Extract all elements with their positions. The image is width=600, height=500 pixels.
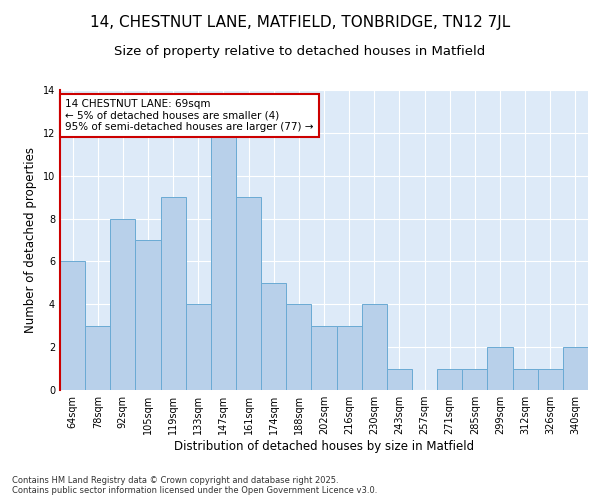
- Bar: [236, 197, 261, 390]
- Bar: [261, 283, 286, 390]
- Bar: [211, 133, 236, 390]
- Bar: [437, 368, 462, 390]
- Text: Size of property relative to detached houses in Matfield: Size of property relative to detached ho…: [115, 45, 485, 58]
- Bar: [161, 197, 186, 390]
- Bar: [186, 304, 211, 390]
- Bar: [487, 347, 512, 390]
- Bar: [462, 368, 487, 390]
- X-axis label: Distribution of detached houses by size in Matfield: Distribution of detached houses by size …: [174, 440, 474, 453]
- Bar: [362, 304, 387, 390]
- Bar: [538, 368, 563, 390]
- Bar: [85, 326, 110, 390]
- Bar: [337, 326, 362, 390]
- Bar: [512, 368, 538, 390]
- Text: 14, CHESTNUT LANE, MATFIELD, TONBRIDGE, TN12 7JL: 14, CHESTNUT LANE, MATFIELD, TONBRIDGE, …: [90, 15, 510, 30]
- Text: Contains HM Land Registry data © Crown copyright and database right 2025.
Contai: Contains HM Land Registry data © Crown c…: [12, 476, 377, 495]
- Bar: [387, 368, 412, 390]
- Bar: [110, 218, 136, 390]
- Bar: [311, 326, 337, 390]
- Bar: [136, 240, 161, 390]
- Bar: [60, 262, 85, 390]
- Y-axis label: Number of detached properties: Number of detached properties: [24, 147, 37, 333]
- Bar: [563, 347, 588, 390]
- Bar: [286, 304, 311, 390]
- Text: 14 CHESTNUT LANE: 69sqm
← 5% of detached houses are smaller (4)
95% of semi-deta: 14 CHESTNUT LANE: 69sqm ← 5% of detached…: [65, 99, 314, 132]
